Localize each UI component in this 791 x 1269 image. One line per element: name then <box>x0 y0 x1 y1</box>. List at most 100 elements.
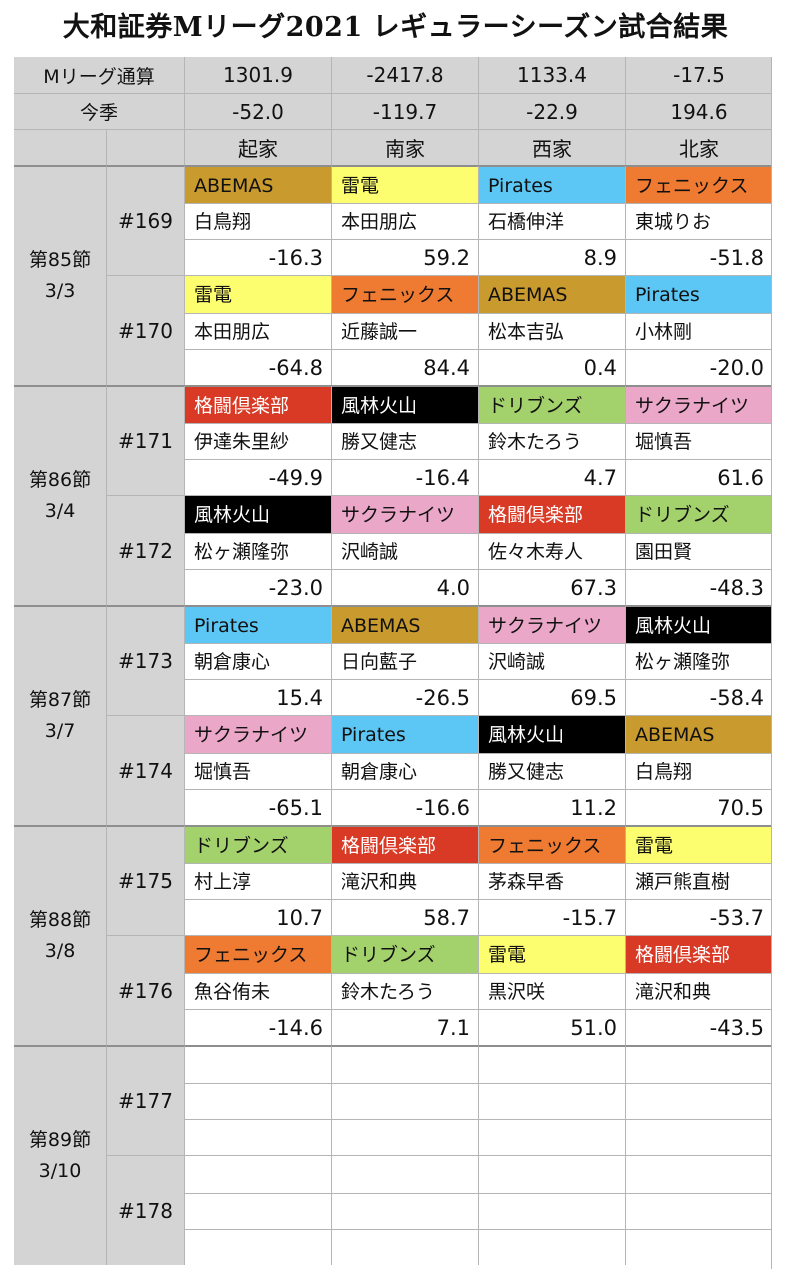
score-value: 70.5 <box>625 789 772 825</box>
team-label: Pirates <box>184 605 331 643</box>
matchday-date: 3/10 <box>38 1160 82 1182</box>
player-name: 日向藍子 <box>331 643 478 679</box>
total-value: 1133.4 <box>478 57 625 93</box>
score-value: -51.8 <box>625 239 772 275</box>
score-value: 0.4 <box>478 349 625 385</box>
team-label: フェニックス <box>478 825 625 863</box>
matchday-cell: 第89節 3/10 <box>14 1045 106 1265</box>
game-number: #177 <box>106 1045 184 1155</box>
team-label: 風林火山 <box>331 385 478 423</box>
player-name: 朝倉康心 <box>184 643 331 679</box>
player-name <box>478 1193 625 1229</box>
player-name: 本田朋広 <box>331 203 478 239</box>
table-right-border <box>771 57 772 1269</box>
team-label <box>478 1045 625 1083</box>
seat-label: 起家 <box>184 129 331 165</box>
team-label: ドリブンズ <box>331 935 478 973</box>
score-value <box>625 1229 772 1265</box>
player-name: 堀慎吾 <box>625 423 772 459</box>
team-label: ABEMAS <box>331 605 478 643</box>
season-value: -52.0 <box>184 93 331 129</box>
score-value: 8.9 <box>478 239 625 275</box>
matchday-label: 第87節 <box>28 689 92 711</box>
score-value: 10.7 <box>184 899 331 935</box>
player-name: 茅森早香 <box>478 863 625 899</box>
score-value <box>625 1119 772 1155</box>
player-name: 石橋伸洋 <box>478 203 625 239</box>
player-name: 白鳥翔 <box>184 203 331 239</box>
game-number: #174 <box>106 715 184 825</box>
team-label <box>184 1155 331 1193</box>
seat-label: 西家 <box>478 129 625 165</box>
score-value: 11.2 <box>478 789 625 825</box>
team-label: ABEMAS <box>184 165 331 203</box>
header-corner-2 <box>106 129 184 165</box>
score-value: -14.6 <box>184 1009 331 1045</box>
player-name: 本田朋広 <box>184 313 331 349</box>
team-label: サクラナイツ <box>184 715 331 753</box>
total-value: 1301.9 <box>184 57 331 93</box>
player-name: 朝倉康心 <box>331 753 478 789</box>
team-label <box>184 1045 331 1083</box>
game-number: #175 <box>106 825 184 935</box>
player-name <box>625 1193 772 1229</box>
score-value: 59.2 <box>331 239 478 275</box>
score-value: 4.0 <box>331 569 478 605</box>
team-label: ABEMAS <box>478 275 625 313</box>
season-label: 今季 <box>14 93 184 129</box>
game-number: #176 <box>106 935 184 1045</box>
team-label: サクラナイツ <box>478 605 625 643</box>
team-label <box>331 1155 478 1193</box>
team-label: ドリブンズ <box>478 385 625 423</box>
team-label: 雷電 <box>478 935 625 973</box>
score-value: -53.7 <box>625 899 772 935</box>
player-name: 勝又健志 <box>478 753 625 789</box>
team-label: 格闘倶楽部 <box>331 825 478 863</box>
season-value: -119.7 <box>331 93 478 129</box>
team-label: フェニックス <box>625 165 772 203</box>
score-value: 58.7 <box>331 899 478 935</box>
team-label: 風林火山 <box>184 495 331 533</box>
matchday-date: 3/4 <box>44 500 76 522</box>
score-value <box>478 1229 625 1265</box>
team-label <box>625 1045 772 1083</box>
score-value: -64.8 <box>184 349 331 385</box>
matchday-cell: 第86節 3/4 <box>14 385 106 605</box>
player-name <box>184 1193 331 1229</box>
player-name: 近藤誠一 <box>331 313 478 349</box>
matchday-label: 第85節 <box>28 249 92 271</box>
score-value: -48.3 <box>625 569 772 605</box>
team-label: 雷電 <box>184 275 331 313</box>
player-name: 沢崎誠 <box>331 533 478 569</box>
score-value: -16.6 <box>331 789 478 825</box>
player-name: 瀬戸熊直樹 <box>625 863 772 899</box>
matchday-label: 第89節 <box>28 1129 92 1151</box>
player-name: 勝又健志 <box>331 423 478 459</box>
score-value: -20.0 <box>625 349 772 385</box>
player-name: 鈴木たろう <box>331 973 478 1009</box>
season-value: -22.9 <box>478 93 625 129</box>
score-value: 84.4 <box>331 349 478 385</box>
total-label: Mリーグ通算 <box>14 57 184 93</box>
seat-label: 南家 <box>331 129 478 165</box>
matchday-date: 3/8 <box>44 940 76 962</box>
score-value: -26.5 <box>331 679 478 715</box>
matchday-cell: 第87節 3/7 <box>14 605 106 825</box>
matchday-label: 第88節 <box>28 909 92 931</box>
matchday-cell: 第88節 3/8 <box>14 825 106 1045</box>
player-name: 村上淳 <box>184 863 331 899</box>
score-value <box>331 1229 478 1265</box>
score-value: -65.1 <box>184 789 331 825</box>
player-name: 堀慎吾 <box>184 753 331 789</box>
score-value: -43.5 <box>625 1009 772 1045</box>
team-label: 格闘倶楽部 <box>625 935 772 973</box>
player-name: 滝沢和典 <box>331 863 478 899</box>
team-label: フェニックス <box>331 275 478 313</box>
player-name: 松ヶ瀬隆弥 <box>184 533 331 569</box>
player-name <box>478 1083 625 1119</box>
team-label <box>331 1045 478 1083</box>
team-label: 風林火山 <box>478 715 625 753</box>
seat-label: 北家 <box>625 129 772 165</box>
score-value: -23.0 <box>184 569 331 605</box>
player-name: 松ヶ瀬隆弥 <box>625 643 772 679</box>
